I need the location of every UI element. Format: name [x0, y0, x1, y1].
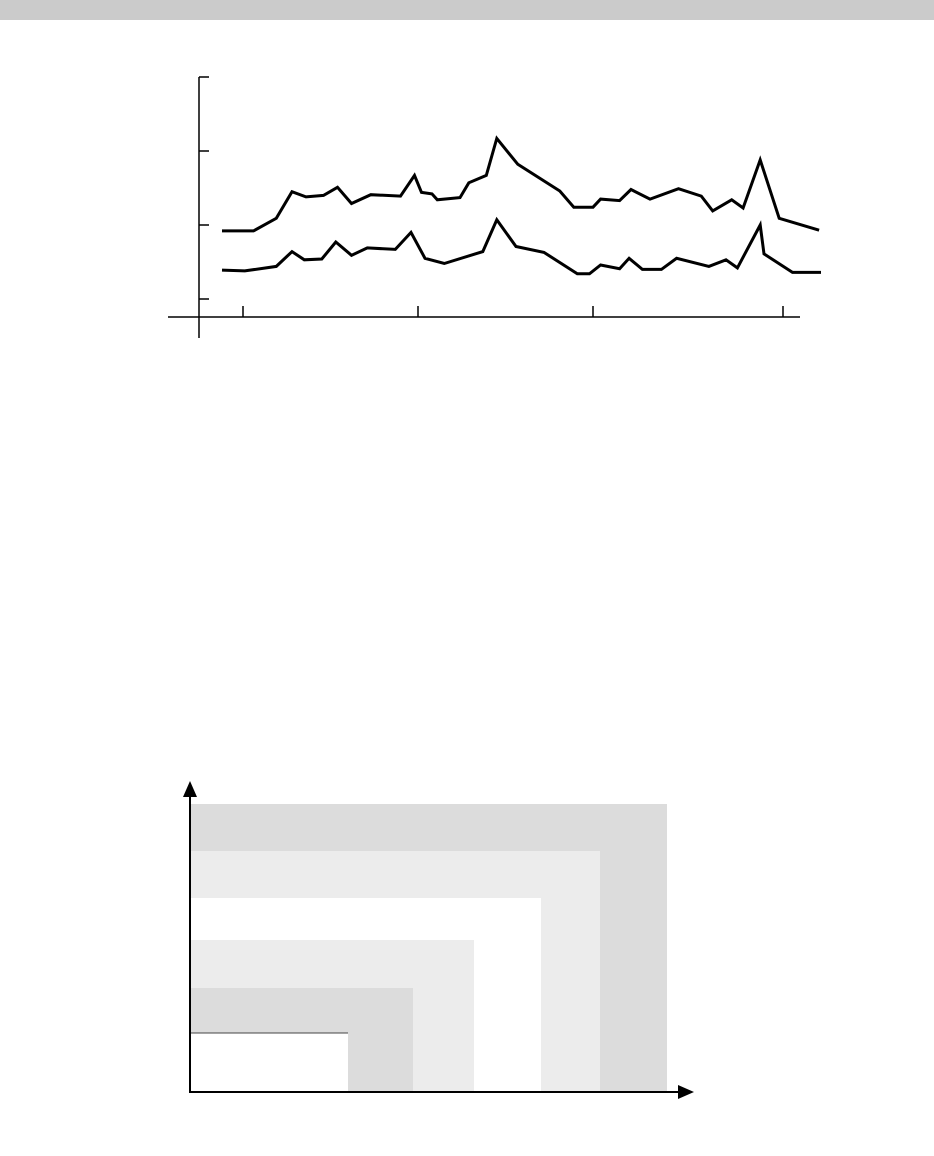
upper-series-line: [222, 135, 820, 233]
region-1: [190, 804, 667, 1092]
region-3: [190, 898, 541, 1092]
region-5: [190, 988, 413, 1092]
region-2: [190, 851, 600, 1092]
y-axis-arrow-icon: [183, 781, 197, 797]
region-4: [190, 940, 474, 1092]
region-6: [190, 1033, 348, 1092]
line-chart: [168, 76, 821, 338]
page-top-bar: [0, 0, 934, 20]
x-axis-arrow-icon: [678, 1085, 694, 1099]
lower-series-line: [221, 216, 821, 276]
